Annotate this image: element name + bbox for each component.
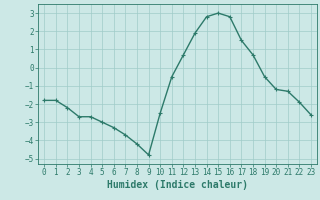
X-axis label: Humidex (Indice chaleur): Humidex (Indice chaleur)	[107, 180, 248, 190]
